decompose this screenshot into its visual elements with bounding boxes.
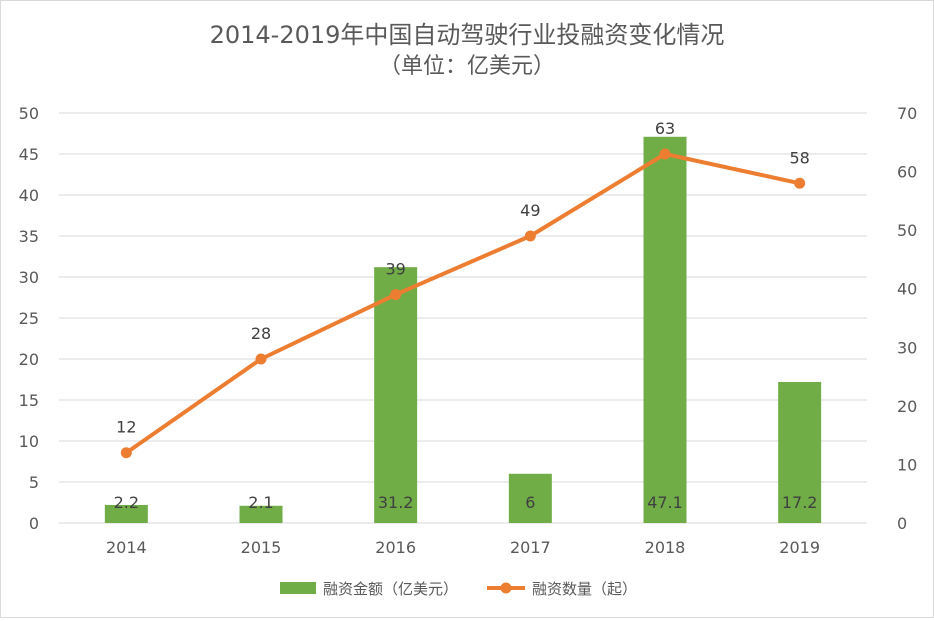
x-axis-tick-label: 2016 bbox=[375, 538, 416, 557]
line-data-label: 49 bbox=[520, 201, 540, 220]
bar bbox=[778, 381, 822, 523]
left-axis-tick-label: 30 bbox=[19, 268, 39, 287]
left-axis-tick-label: 15 bbox=[19, 391, 39, 410]
left-axis-tick-label: 50 bbox=[19, 104, 39, 123]
legend-swatch-bar bbox=[280, 582, 316, 594]
chart-subtitle: （单位：亿美元） bbox=[379, 54, 555, 79]
right-axis-tick-label: 70 bbox=[897, 104, 917, 123]
line-point bbox=[255, 353, 267, 365]
bar bbox=[239, 505, 283, 523]
bar-data-label: 31.2 bbox=[378, 493, 414, 512]
bar-data-label: 17.2 bbox=[782, 493, 818, 512]
left-axis-tick-label: 35 bbox=[19, 227, 39, 246]
line-data-label: 63 bbox=[655, 119, 675, 138]
line-path bbox=[124, 152, 802, 455]
line-data-label: 39 bbox=[385, 260, 405, 279]
bar bbox=[643, 136, 687, 523]
chart-title: 2014-2019年中国自动驾驶行业投融资变化情况 bbox=[210, 21, 725, 49]
bar bbox=[104, 504, 148, 523]
x-axis-tick-label: 2015 bbox=[241, 538, 282, 557]
line-point bbox=[120, 447, 132, 459]
x-axis-tick-label: 2014 bbox=[106, 538, 147, 557]
right-axis-tick-label: 20 bbox=[897, 397, 917, 416]
left-axis-tick-label: 5 bbox=[29, 473, 39, 492]
bar-data-label: 2.2 bbox=[114, 493, 139, 512]
line-data-label: 12 bbox=[116, 418, 136, 437]
x-axis-ticks: 2014 2015 2016 2017 2018 2019 bbox=[106, 538, 820, 557]
line-series bbox=[120, 148, 806, 459]
legend: 融资金额（亿美元） 融资数量（起） bbox=[280, 580, 637, 598]
x-axis-tick-label: 2017 bbox=[510, 538, 551, 557]
bar-data-label: 2.1 bbox=[248, 493, 273, 512]
line-data-labels: 12 28 39 49 63 58 bbox=[116, 119, 810, 437]
right-axis-tick-label: 0 bbox=[897, 514, 907, 533]
x-axis-tick-label: 2018 bbox=[645, 538, 686, 557]
legend-swatch-marker bbox=[500, 582, 512, 594]
right-axis-tick-label: 10 bbox=[897, 455, 917, 474]
line-point bbox=[390, 289, 402, 301]
right-axis-tick-label: 50 bbox=[897, 221, 917, 240]
line-data-label: 28 bbox=[251, 324, 271, 343]
left-axis-tick-label: 45 bbox=[19, 145, 39, 164]
left-axis-tick-label: 40 bbox=[19, 186, 39, 205]
line-data-label: 58 bbox=[789, 148, 809, 167]
left-axis-ticks: 0 5 10 15 20 25 30 35 40 45 50 bbox=[19, 104, 39, 533]
line-point bbox=[524, 230, 536, 242]
right-axis-ticks: 0 10 20 30 40 50 60 70 bbox=[897, 104, 917, 533]
bar-data-labels: 2.2 2.1 31.2 6 47.1 17.2 bbox=[114, 493, 818, 512]
left-axis-tick-label: 0 bbox=[29, 514, 39, 533]
line-point bbox=[794, 177, 806, 189]
right-axis-tick-label: 40 bbox=[897, 280, 917, 299]
right-axis-tick-label: 60 bbox=[897, 163, 917, 182]
line-point bbox=[659, 148, 671, 160]
bar-series bbox=[104, 136, 822, 523]
x-axis-tick-label: 2019 bbox=[779, 538, 820, 557]
right-axis-tick-label: 30 bbox=[897, 338, 917, 357]
gridlines bbox=[59, 112, 867, 524]
legend-label-bar: 融资金额（亿美元） bbox=[323, 580, 458, 598]
bar bbox=[374, 267, 418, 523]
left-axis-tick-label: 25 bbox=[19, 309, 39, 328]
bar bbox=[508, 473, 552, 523]
left-axis-tick-label: 10 bbox=[19, 432, 39, 451]
legend-label-line: 融资数量（起） bbox=[532, 580, 637, 598]
bar-data-label: 6 bbox=[525, 493, 535, 512]
bar-data-label: 47.1 bbox=[647, 493, 683, 512]
left-axis-tick-label: 20 bbox=[19, 350, 39, 369]
